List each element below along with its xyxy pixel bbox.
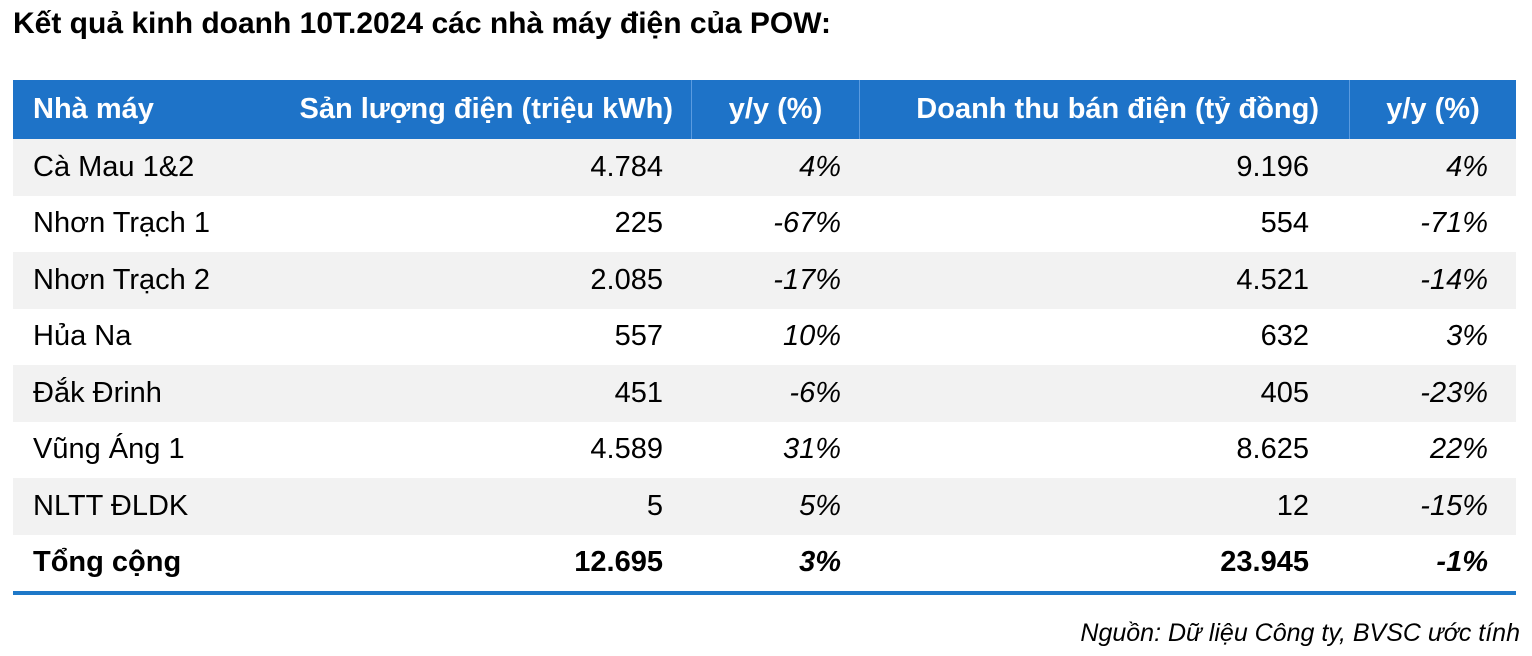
revenue-value: 554 <box>1260 207 1309 240</box>
revenue-value: 12 <box>1276 489 1309 522</box>
header-revenue: Doanh thu bán điện (tỷ đồng) <box>859 80 1349 139</box>
revenue-value: 4.521 <box>1236 263 1309 296</box>
total-revenue: 23.945 <box>1220 546 1309 579</box>
revenue-yy-value: -14% <box>1420 263 1488 296</box>
production-value: 557 <box>614 320 663 353</box>
revenue-value: 8.625 <box>1236 433 1309 466</box>
plant-name: Đắk Đrinh <box>33 376 162 409</box>
table-row: Hủa Na 557 10% 632 3% <box>13 308 1516 365</box>
production-yy-value: -67% <box>773 207 841 240</box>
revenue-value: 632 <box>1260 320 1309 353</box>
plant-name: Hủa Na <box>33 320 132 353</box>
table-row: Đắk Đrinh 451 -6% 405 -23% <box>13 365 1516 422</box>
revenue-yy-value: 4% <box>1446 150 1488 183</box>
plant-name: Nhơn Trạch 2 <box>33 263 210 296</box>
production-value: 2.085 <box>590 263 663 296</box>
total-revenue-yy: -1% <box>1436 546 1488 579</box>
revenue-yy-value: 3% <box>1446 320 1488 353</box>
production-value: 225 <box>614 207 663 240</box>
production-yy-value: 5% <box>799 489 841 522</box>
revenue-yy-value: 22% <box>1429 433 1488 466</box>
total-production: 12.695 <box>574 546 663 579</box>
table-row: Vũng Áng 1 4.589 31% 8.625 22% <box>13 421 1516 478</box>
results-table: Nhà máy Sản lượng điện (triệu kWh) y/y (… <box>13 80 1516 595</box>
revenue-yy-value: -71% <box>1420 207 1488 240</box>
production-yy-value: 10% <box>782 320 841 353</box>
production-value: 4.589 <box>590 433 663 466</box>
revenue-yy-value: -15% <box>1420 489 1488 522</box>
total-production-yy: 3% <box>799 546 841 579</box>
total-label: Tổng cộng <box>33 546 182 579</box>
table-row: NLTT ĐLDK 5 5% 12 -15% <box>13 478 1516 535</box>
plant-name: Nhơn Trạch 1 <box>33 207 210 240</box>
plant-name: Vũng Áng 1 <box>33 433 185 466</box>
table-row: Nhơn Trạch 1 225 -67% 554 -71% <box>13 195 1516 252</box>
revenue-value: 405 <box>1260 376 1309 409</box>
plant-name: Cà Mau 1&2 <box>33 150 195 183</box>
production-yy-value: 31% <box>782 433 841 466</box>
production-yy-value: -17% <box>773 263 841 296</box>
page-title: Kết quả kinh doanh 10T.2024 các nhà máy … <box>13 7 832 40</box>
plant-name: NLTT ĐLDK <box>33 489 189 522</box>
table-row: Cà Mau 1&2 4.784 4% 9.196 4% <box>13 139 1516 196</box>
header-production: Sản lượng điện (triệu kWh) <box>299 93 673 125</box>
revenue-yy-value: -23% <box>1420 376 1488 409</box>
header-plant: Nhà máy <box>33 93 154 125</box>
table-row: Nhơn Trạch 2 2.085 -17% 4.521 -14% <box>13 252 1516 309</box>
header-revenue-yy: y/y (%) <box>1349 80 1516 139</box>
production-value: 451 <box>614 376 663 409</box>
header-production-yy: y/y (%) <box>691 80 859 139</box>
production-value: 4.784 <box>590 150 663 183</box>
table-header-row: Nhà máy Sản lượng điện (triệu kWh) y/y (… <box>13 80 1516 139</box>
production-yy-value: -6% <box>789 376 841 409</box>
source-note: Nguồn: Dữ liệu Công ty, BVSC ước tính <box>1080 619 1520 647</box>
production-yy-value: 4% <box>799 150 841 183</box>
revenue-value: 9.196 <box>1236 150 1309 183</box>
table-total-row: Tổng cộng 12.695 3% 23.945 -1% <box>13 534 1516 591</box>
production-value: 5 <box>646 489 663 522</box>
